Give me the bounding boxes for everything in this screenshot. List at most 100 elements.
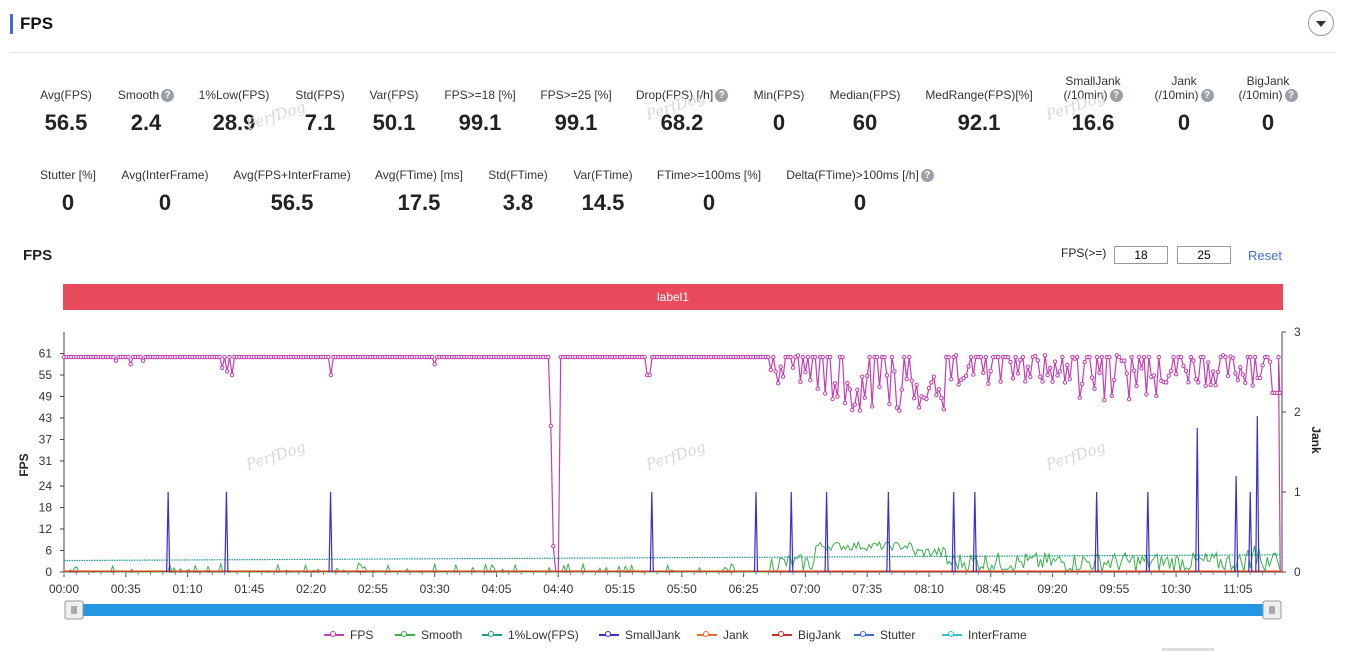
legend-swatch xyxy=(942,631,962,637)
chart-title: FPS xyxy=(23,247,53,264)
fps-point xyxy=(790,365,796,370)
fps-point xyxy=(909,378,914,383)
fps-point xyxy=(795,353,801,358)
smalljank-spike xyxy=(1255,415,1260,573)
help-icon[interactable]: ? xyxy=(1284,88,1298,102)
legend-item-bigjank[interactable]: BigJank xyxy=(772,628,841,642)
y-tick-label: 12 xyxy=(39,522,53,536)
y2-tick-label: 0 xyxy=(1294,565,1301,579)
legend-swatch xyxy=(395,631,415,637)
fps-point xyxy=(768,367,773,373)
fps-point xyxy=(1141,354,1147,360)
legend-item-stutter[interactable]: Stutter xyxy=(854,628,915,642)
y-tick-label: 0 xyxy=(45,565,52,579)
chart-legend: FPS Smooth 1%Low(FPS) SmallJank Jank BigJank S… xyxy=(0,628,1349,644)
fps-point xyxy=(220,365,225,370)
section-title: FPS xyxy=(20,14,54,33)
stat-stats_row2-1: Avg(InterFrame) 0 xyxy=(75,168,255,216)
watermark-2: PerfDog xyxy=(1043,88,1108,124)
fps-point xyxy=(934,392,939,398)
fps-point xyxy=(931,374,937,379)
legend-item-smalljank[interactable]: SmallJank xyxy=(599,628,680,642)
fps-point xyxy=(1112,377,1117,383)
legend-item-1-low-fps-[interactable]: 1%Low(FPS) xyxy=(482,628,579,642)
fps-point xyxy=(842,400,848,406)
threshold-input-2[interactable] xyxy=(1177,246,1231,264)
stat-label: Std(FTime) xyxy=(488,168,548,182)
x-tick-label: 08:10 xyxy=(914,582,944,596)
fps-point xyxy=(1124,371,1129,376)
fps-point xyxy=(1277,390,1283,396)
fps-point xyxy=(647,372,652,378)
fps-point xyxy=(889,354,895,360)
stat-value: 56.5 xyxy=(44,110,88,135)
stat-value: 56.5 xyxy=(270,190,314,215)
fps-point xyxy=(1077,395,1082,400)
legend-label: 1%Low(FPS) xyxy=(508,628,579,642)
stat-value: 50.1 xyxy=(372,110,416,135)
fps-point xyxy=(827,354,833,360)
help-icon[interactable]: ? xyxy=(715,88,729,102)
help-icon[interactable]: ? xyxy=(1109,88,1123,102)
fps-point xyxy=(988,368,993,374)
fps-point xyxy=(1122,358,1127,363)
fps-point xyxy=(1035,358,1040,363)
legend-item-jank[interactable]: Jank xyxy=(697,628,748,642)
legend-swatch xyxy=(324,631,344,637)
stat-stats_row2-3: Avg(FTime) [ms] 17.5 xyxy=(329,168,509,216)
fps-point xyxy=(899,387,904,392)
section-header: FPS xyxy=(10,10,1336,53)
legend-item-smooth[interactable]: Smooth xyxy=(395,628,462,642)
fps-point xyxy=(971,372,976,377)
fps-point xyxy=(840,354,845,360)
fps-point xyxy=(1253,354,1258,360)
fps-point xyxy=(430,354,435,360)
fps-point xyxy=(924,396,929,402)
reset-link[interactable]: Reset xyxy=(1248,248,1282,263)
label-bar[interactable]: label1 xyxy=(63,284,1283,310)
fps-point xyxy=(788,354,793,360)
collapse-toggle-button[interactable] xyxy=(1308,10,1334,36)
help-icon[interactable]: ? xyxy=(920,168,934,182)
stat-value: 0 xyxy=(853,190,867,215)
fps-point xyxy=(911,396,917,401)
stat-value: 92.1 xyxy=(957,110,1001,135)
fps-point xyxy=(1171,354,1176,360)
fps-point xyxy=(1243,380,1248,385)
smalljank-series xyxy=(166,415,1260,573)
x-tick-label: 01:10 xyxy=(173,582,203,596)
help-icon[interactable]: ? xyxy=(161,88,175,102)
fps-point xyxy=(1129,354,1134,360)
y-tick-label: 61 xyxy=(39,346,53,360)
fps-point xyxy=(874,354,880,360)
fps-point xyxy=(803,370,808,375)
fps-point xyxy=(956,382,961,387)
fps-point xyxy=(897,408,902,413)
fps-point xyxy=(140,358,146,363)
stat-stats_row1-4: Var(FPS) 50.1 xyxy=(304,88,484,136)
stat-label: FPS>=18 [%] xyxy=(444,88,516,102)
watermark-3: PerfDog xyxy=(243,438,308,474)
fps-point xyxy=(1065,362,1070,368)
smalljank-spike xyxy=(753,491,759,573)
fps-point xyxy=(1257,375,1263,381)
y2-tick-label: 2 xyxy=(1294,405,1301,419)
fps-point xyxy=(1089,375,1095,380)
fps-point xyxy=(892,369,897,374)
stat-value: 0 xyxy=(702,190,716,215)
fps-point xyxy=(1067,376,1073,382)
legend-item-interframe[interactable]: InterFrame xyxy=(942,628,1027,642)
stat-stats_row1-0: Avg(FPS) 56.5 xyxy=(0,88,156,136)
help-icon[interactable]: ? xyxy=(1200,88,1214,102)
zoom-range-bar[interactable] xyxy=(68,604,1278,616)
fps-point xyxy=(778,364,783,369)
threshold-input-1[interactable] xyxy=(1114,246,1168,264)
fps-point xyxy=(1013,354,1018,360)
fps-point xyxy=(805,354,811,360)
fps-point xyxy=(1233,371,1238,376)
legend-item-fps[interactable]: FPS xyxy=(324,628,373,642)
fps-point xyxy=(855,387,860,392)
fps-point xyxy=(1107,354,1112,360)
smalljank-spike xyxy=(1195,427,1200,573)
